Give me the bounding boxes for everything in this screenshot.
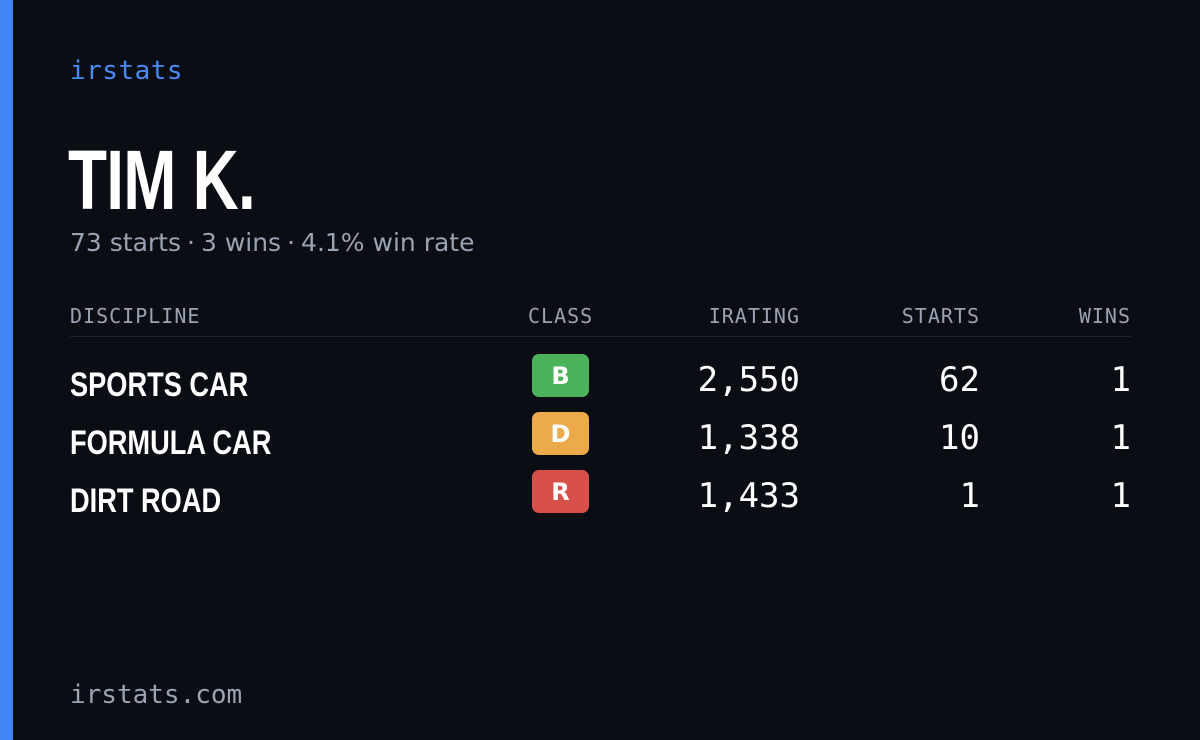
wins-value: 1 xyxy=(1110,360,1131,400)
starts-value: 1 xyxy=(959,476,980,516)
irating-value: 2,550 xyxy=(697,360,800,400)
accent-bar xyxy=(0,0,13,740)
license-class-badge: D xyxy=(532,412,589,455)
irating-value: 1,433 xyxy=(697,476,800,516)
header-starts: STARTS xyxy=(901,304,980,328)
player-name: TIM K. xyxy=(68,133,256,227)
win-rate-summary: 4.1% win rate xyxy=(301,228,475,257)
starts-summary: 73 starts xyxy=(70,228,182,257)
discipline-name: SPORTS CAR xyxy=(70,366,249,404)
stats-table: DISCIPLINE CLASS IRATING STARTS WINS SPO… xyxy=(70,296,1131,528)
brand-logo[interactable]: irstats xyxy=(70,56,184,86)
table-row: SPORTS CAR B 2,550 62 1 xyxy=(70,354,1131,412)
wins-value: 1 xyxy=(1110,418,1131,458)
wins-summary: 3 wins xyxy=(200,228,282,257)
header-class: CLASS xyxy=(528,304,594,328)
header-wins: WINS xyxy=(1078,304,1131,328)
discipline-name: FORMULA CAR xyxy=(70,424,272,462)
player-summary: 73 starts · 3 wins · 4.1% win rate xyxy=(70,228,474,257)
table-header: DISCIPLINE CLASS IRATING STARTS WINS xyxy=(70,296,1131,337)
starts-value: 10 xyxy=(939,418,980,458)
starts-value: 62 xyxy=(939,360,980,400)
table-row: FORMULA CAR D 1,338 10 1 xyxy=(70,412,1131,470)
separator-dot: · xyxy=(287,228,296,257)
wins-value: 1 xyxy=(1110,476,1131,516)
license-class-badge: B xyxy=(532,354,589,397)
footer-url[interactable]: irstats.com xyxy=(70,680,243,710)
license-class-badge: R xyxy=(532,470,589,513)
discipline-name: DIRT ROAD xyxy=(70,482,222,520)
header-irating: IRATING xyxy=(708,304,800,328)
separator-dot: · xyxy=(187,228,195,257)
table-row: DIRT ROAD R 1,433 1 1 xyxy=(70,470,1131,528)
header-discipline: DISCIPLINE xyxy=(70,304,201,328)
irating-value: 1,338 xyxy=(697,418,800,458)
